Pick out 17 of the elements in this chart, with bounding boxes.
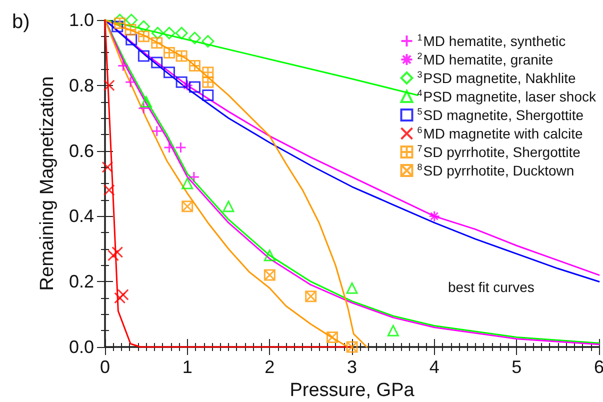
text: b) — [12, 11, 30, 33]
x-axis-title: Pressure, GPa — [290, 380, 415, 401]
x-tick-label: 5 — [512, 357, 522, 377]
y-tick-label: 0.0 — [68, 337, 94, 357]
x-tick-label: 1 — [182, 357, 192, 377]
x-tick-label: 0 — [100, 357, 110, 377]
y-tick-label: 0.2 — [68, 272, 94, 292]
y-tick-label: 0.6 — [68, 140, 94, 161]
x-tick-label: 2 — [264, 357, 275, 377]
annotation: best fit curves — [448, 279, 534, 295]
x-tick-label: 6 — [594, 357, 603, 377]
y-tick-label: 0.4 — [68, 206, 94, 226]
y-axis-title: Remaining Magnetization — [37, 76, 58, 291]
x-tick-label: 4 — [429, 357, 440, 377]
y-tick-label: 0.8 — [68, 75, 94, 96]
y-tick-label: 1.0 — [68, 10, 94, 30]
x-tick-label: 3 — [346, 357, 358, 377]
